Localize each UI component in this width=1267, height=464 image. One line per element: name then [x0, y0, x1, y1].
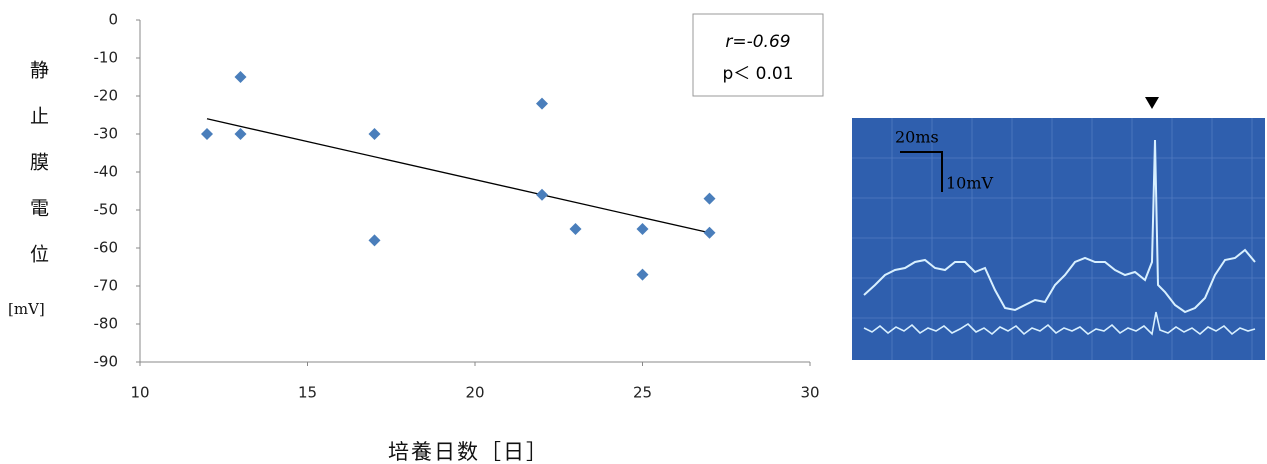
- trendline: [206, 118, 710, 234]
- y-tick-label: 0: [108, 11, 118, 29]
- p-annotation: p＜ 0.01: [722, 64, 793, 84]
- y-tick-label: -10: [94, 49, 119, 67]
- data-point: [703, 192, 716, 205]
- data-point: [569, 223, 582, 235]
- y-tick-label: -30: [94, 125, 119, 143]
- y-axis-label: 静止膜電位: [27, 60, 49, 290]
- x-axis-label: 培養日数［日］: [388, 440, 549, 464]
- x-tick-label: 25: [633, 384, 652, 402]
- x-tick-label: 30: [800, 384, 819, 402]
- scope-time-label: 20ms: [895, 128, 939, 147]
- y-tick-label: -90: [94, 353, 119, 371]
- data-point: [703, 226, 716, 239]
- stats-box: [692, 13, 824, 97]
- oscilloscope-image: 20ms 10mV: [852, 97, 1265, 360]
- y-tick-label: -80: [94, 315, 119, 333]
- data-point: [234, 128, 247, 140]
- scope-voltage-label: 10mV: [946, 174, 994, 193]
- data-point: [636, 223, 649, 235]
- r-annotation: r=-0.69: [725, 32, 790, 52]
- y-tick-label: -40: [94, 163, 119, 181]
- data-point: [368, 128, 381, 140]
- data-point: [234, 71, 247, 83]
- data-point: [368, 234, 381, 247]
- y-tick-label: -50: [94, 201, 119, 219]
- y-tick-label: -70: [94, 277, 119, 295]
- data-point: [536, 97, 548, 110]
- x-tick-label: 10: [130, 384, 149, 402]
- y-tick-label: -20: [94, 87, 119, 105]
- data-point: [636, 268, 649, 281]
- y-tick-label: -60: [94, 239, 119, 257]
- y-axis-unit: [mV]: [8, 300, 45, 318]
- x-tick-label: 20: [465, 384, 484, 402]
- data-point: [201, 128, 213, 140]
- scope-screen: [852, 118, 1265, 360]
- data-point: [536, 188, 548, 201]
- x-tick-label: 15: [298, 384, 317, 402]
